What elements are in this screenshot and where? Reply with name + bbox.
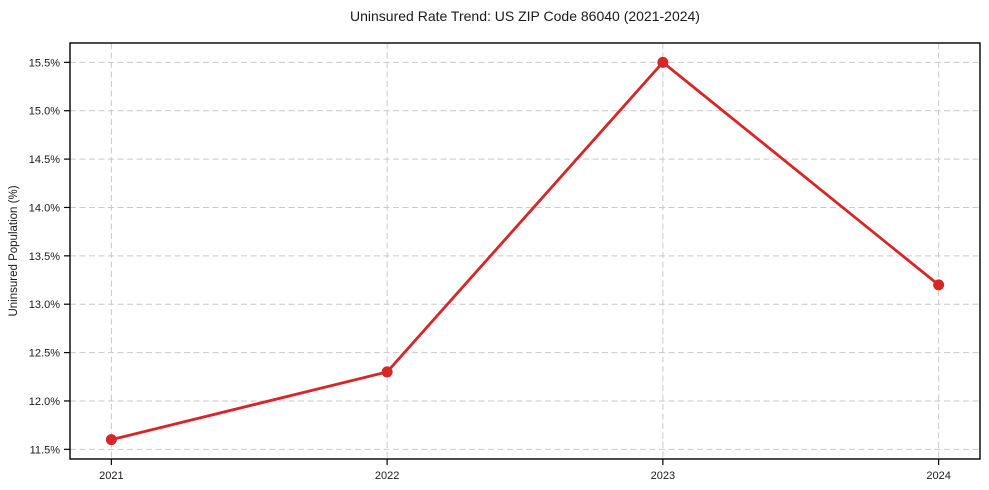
y-tick-label: 12.5% [29,348,60,360]
y-tick-label: 13.0% [29,299,60,311]
data-point-2022 [381,366,393,378]
y-tick-label: 13.5% [29,251,60,263]
y-tick-label: 14.5% [29,154,60,166]
y-tick-label: 15.5% [29,57,60,69]
trend-line [109,60,941,442]
x-tick-label: 2023 [651,470,675,482]
chart-title: Uninsured Rate Trend: US ZIP Code 86040 … [350,8,700,24]
data-point-2023 [657,56,669,68]
y-tick-label: 15.0% [29,106,60,118]
x-tick-label: 2022 [375,470,399,482]
plot-border [69,42,981,460]
x-tick-label: 2024 [926,470,950,482]
data-point-2024 [933,279,945,291]
x-tick-label: 2021 [99,470,123,482]
y-tick-label: 11.5% [30,444,61,456]
y-tick-label: 14.0% [29,202,60,214]
y-tick-label: 12.0% [29,396,60,408]
data-point-2021 [105,434,117,446]
